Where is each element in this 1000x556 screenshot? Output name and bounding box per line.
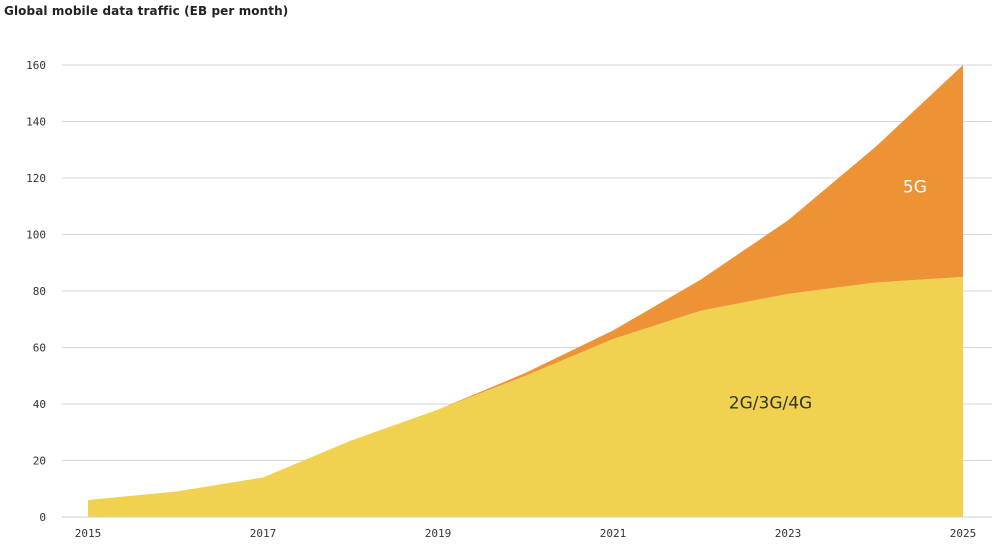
x-tick-label: 2015 [75,527,102,540]
x-tick-label: 2021 [600,527,627,540]
x-tick-label: 2019 [425,527,452,540]
x-tick-label: 2025 [950,527,977,540]
x-tick-label: 2017 [250,527,277,540]
y-tick-label: 20 [33,455,46,468]
y-tick-label: 120 [26,172,46,185]
chart-title: Global mobile data traffic (EB per month… [4,4,289,18]
series-label-1: 5G [903,178,927,198]
y-tick-label: 80 [33,285,46,298]
area-series-1 [88,65,963,501]
series-label-0: 2G/3G/4G [729,394,812,414]
y-tick-label: 140 [26,116,46,129]
y-tick-label: 0 [39,511,46,524]
x-tick-label: 2023 [775,527,802,540]
y-tick-label: 100 [26,229,46,242]
y-tick-label: 40 [33,398,46,411]
y-tick-label: 60 [33,342,46,355]
area-series-0 [88,276,963,517]
y-tick-label: 160 [26,59,46,72]
